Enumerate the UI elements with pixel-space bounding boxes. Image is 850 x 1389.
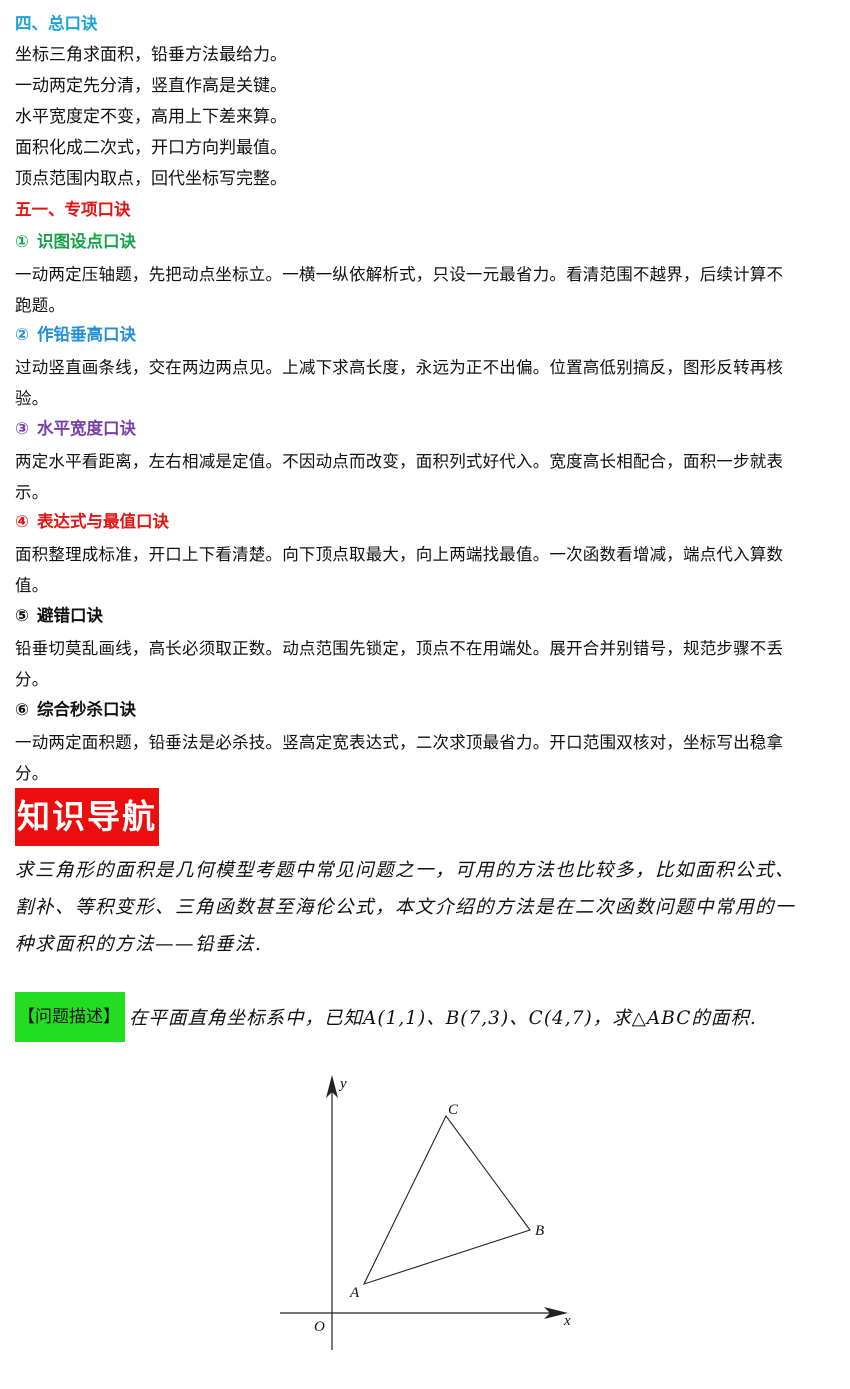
intro-line: 割补、等积变形、三角函数甚至海伦公式，本文介绍的方法是在二次函数问题中常用的一 [15,897,796,918]
item-body-3: 两定水平看距离，左右相减是定值。不因动点而改变，面积列式好代入。宽度高长相配合，… [15,446,837,508]
item-body-line: 值。 [15,576,49,595]
section-4-title: 四、总口诀 [15,14,98,33]
intro-line: 种求面积的方法——铅垂法. [15,934,263,955]
label-a: A [349,1285,360,1301]
coordinate-figure: A B C O x y [280,1075,571,1350]
item-title: 综合秒杀口诀 [36,700,136,719]
item-body-2: 过动竖直画条线，交在两边两点见。上减下求高长度，永远为正不出偏。位置高低别搞反，… [15,352,837,414]
label-y-axis: y [338,1076,347,1092]
item-body-6: 一动两定面积题，铅垂法是必杀技。竖高定宽表达式，二次求顶最省力。开口范围双核对，… [15,727,837,789]
problem-text: 在平面直角坐标系中，已知A(1,1)、B(7,3)、C(4,7)，求△ABC的面… [129,1008,757,1029]
item-heading-5: ⑤ 避错口诀 [15,604,103,628]
mnemonic-line: 一动两定先分清，竖直作高是关键。 [15,76,287,96]
mnemonic-line: 面积化成二次式，开口方向判最值。 [15,138,287,158]
label-b: B [535,1223,544,1239]
item-body-4: 面积整理成标准，开口上下看清楚。向下顶点取最大，向上两端找最值。一次函数看增减，… [15,539,837,601]
item-number: ② [15,325,29,344]
label-x-axis: x [563,1313,571,1329]
item-number: ⑤ [15,606,29,625]
mnemonic-line: 顶点范围内取点，回代坐标写完整。 [15,169,287,189]
mnemonic-line: 坐标三角求面积，铅垂方法最给力。 [15,45,287,65]
intro-paragraph: 求三角形的面积是几何模型考题中常见问题之一，可用的方法也比较多，比如面积公式、 … [15,852,837,963]
item-body-5: 铅垂切莫乱画线，高长必须取正数。动点范围先锁定，顶点不在用端处。展开合并别错号，… [15,633,837,695]
knowledge-nav-badge: 知识导航 [15,788,159,846]
item-title: 避错口诀 [36,606,103,625]
intro-line: 求三角形的面积是几何模型考题中常见问题之一，可用的方法也比较多，比如面积公式、 [15,860,796,881]
y-axis-arrow-icon [326,1075,338,1098]
item-body-line: 分。 [15,764,49,783]
item-heading-1: ① 识图设点口诀 [15,230,136,254]
item-heading-2: ② 作铅垂高口诀 [15,323,136,347]
item-body-line: 面积整理成标准，开口上下看清楚。向下顶点取最大，向上两端找最值。一次函数看增减，… [15,545,784,564]
item-body-line: 验。 [15,389,49,408]
mnemonic-line: 水平宽度定不变，高用上下差来算。 [15,107,287,127]
label-c: C [448,1102,459,1118]
item-body-line: 分。 [15,670,49,689]
item-title: 水平宽度口诀 [36,419,136,438]
item-heading-3: ③ 水平宽度口诀 [15,417,136,441]
x-axis-arrow-icon [544,1307,568,1319]
item-body-line: 一动两定压轴题，先把动点坐标立。一横一纵依解析式，只设一元最省力。看清范围不越界… [15,265,784,284]
section-5-title: 五一、专项口诀 [15,200,131,219]
item-title: 识图设点口诀 [36,232,136,251]
item-heading-4: ④ 表达式与最值口诀 [15,510,169,534]
item-body-1: 一动两定压轴题，先把动点坐标立。一横一纵依解析式，只设一元最省力。看清范围不越界… [15,259,837,321]
item-heading-6: ⑥ 综合秒杀口诀 [15,698,136,722]
item-body-line: 示。 [15,483,49,502]
item-number: ⑥ [15,700,29,719]
problem-description: 【问题描述】 在平面直角坐标系中，已知A(1,1)、B(7,3)、C(4,7)，… [15,992,757,1042]
item-title: 表达式与最值口诀 [36,512,169,531]
item-number: ① [15,232,29,251]
item-title: 作铅垂高口诀 [36,325,136,344]
triangle-abc [362,1114,531,1285]
item-body-line: 跑题。 [15,296,66,315]
item-number: ③ [15,419,29,438]
problem-tag: 【问题描述】 [15,992,125,1042]
item-number: ④ [15,512,29,531]
item-body-line: 两定水平看距离，左右相减是定值。不因动点而改变，面积列式好代入。宽度高长相配合，… [15,452,784,471]
item-body-line: 过动竖直画条线，交在两边两点见。上减下求高长度，永远为正不出偏。位置高低别搞反，… [15,358,784,377]
label-origin: O [314,1319,325,1335]
item-body-line: 一动两定面积题，铅垂法是必杀技。竖高定宽表达式，二次求顶最省力。开口范围双核对，… [15,733,784,752]
item-body-line: 铅垂切莫乱画线，高长必须取正数。动点范围先锁定，顶点不在用端处。展开合并别错号，… [15,639,784,658]
